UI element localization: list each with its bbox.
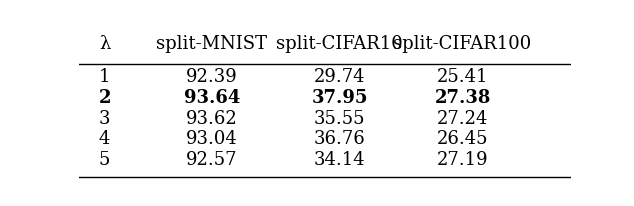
Text: 25.41: 25.41 xyxy=(437,68,488,86)
Text: 36.76: 36.76 xyxy=(314,130,366,149)
Text: 4: 4 xyxy=(99,130,110,149)
Text: 27.38: 27.38 xyxy=(434,89,491,107)
Text: 35.55: 35.55 xyxy=(314,110,365,128)
Text: 1: 1 xyxy=(99,68,110,86)
Text: split-MNIST: split-MNIST xyxy=(157,35,268,53)
Text: 92.57: 92.57 xyxy=(186,151,238,169)
Text: 34.14: 34.14 xyxy=(314,151,365,169)
Text: 93.04: 93.04 xyxy=(186,130,238,149)
Text: 29.74: 29.74 xyxy=(314,68,365,86)
Text: 2: 2 xyxy=(99,89,112,107)
Text: 92.39: 92.39 xyxy=(186,68,238,86)
Text: 3: 3 xyxy=(99,110,110,128)
Text: 27.19: 27.19 xyxy=(437,151,488,169)
Text: 93.62: 93.62 xyxy=(186,110,238,128)
Text: 26.45: 26.45 xyxy=(437,130,488,149)
Text: λ: λ xyxy=(99,35,110,53)
Text: 93.64: 93.64 xyxy=(184,89,240,107)
Text: 27.24: 27.24 xyxy=(437,110,488,128)
Text: split-CIFAR100: split-CIFAR100 xyxy=(393,35,532,53)
Text: split-CIFAR10: split-CIFAR10 xyxy=(276,35,403,53)
Text: 37.95: 37.95 xyxy=(311,89,368,107)
Text: 5: 5 xyxy=(99,151,110,169)
